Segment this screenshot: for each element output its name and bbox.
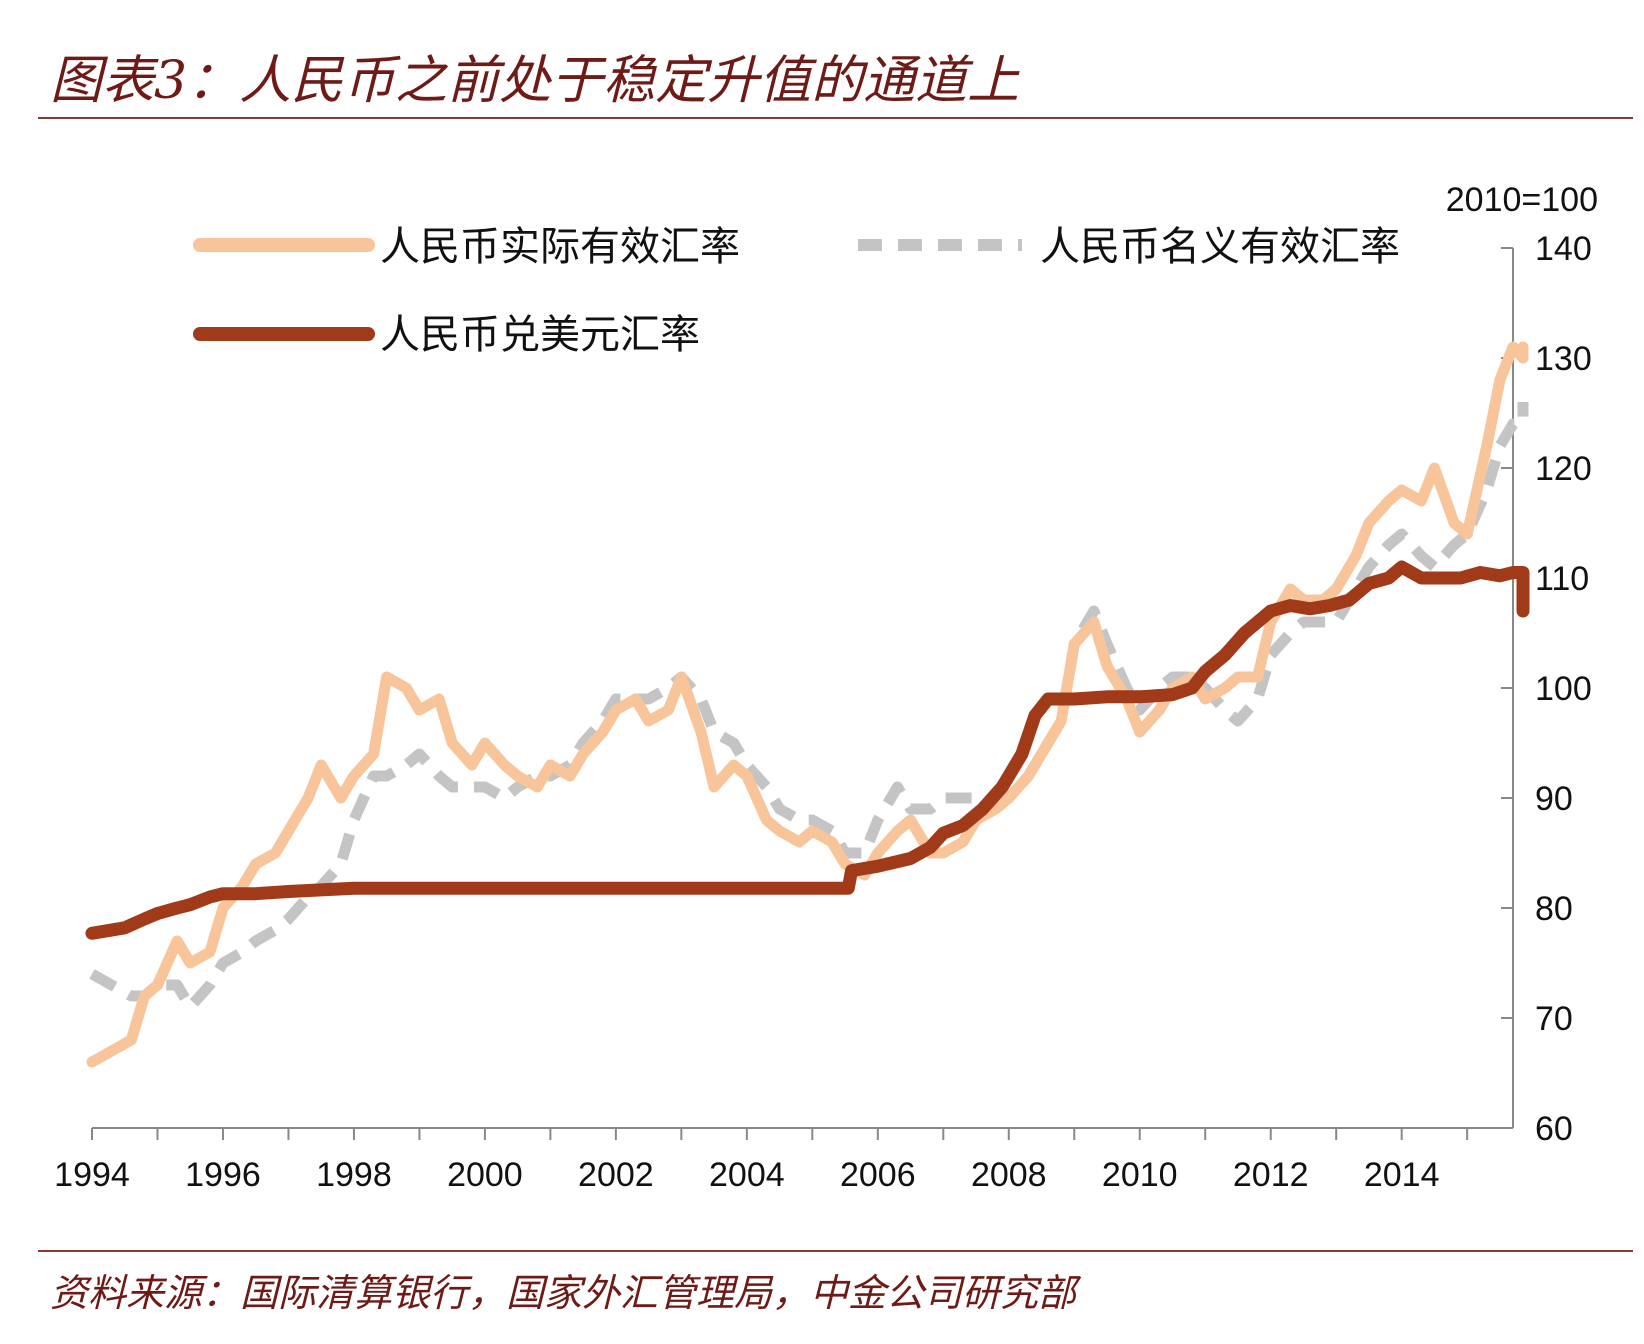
x-tick-label: 2012 — [1233, 1156, 1309, 1194]
x-tick-label: 2000 — [447, 1156, 523, 1194]
x-tick-label: 2006 — [840, 1156, 916, 1194]
page-title: 图表3：人民币之前处于稳定升值的通道上 — [50, 51, 1020, 111]
y-tick-label: 90 — [1535, 780, 1573, 818]
series-line-usd — [85, 560, 1530, 940]
legend-label-neer: 人民币名义有效汇率 — [1040, 224, 1400, 270]
legend-label-usd: 人民币兑美元汇率 — [380, 312, 700, 358]
x-tick-label: 2002 — [578, 1156, 654, 1194]
y-tick-label: 70 — [1535, 1000, 1573, 1038]
y-tick-label: 140 — [1535, 230, 1592, 268]
y-tick-label: 100 — [1535, 670, 1592, 708]
legend-label-reer: 人民币实际有效汇率 — [380, 224, 740, 270]
series-line-reer — [86, 341, 1529, 1068]
x-tick-label: 2004 — [709, 1156, 785, 1194]
axes: 1994 1996 1998 2000 2002 2004 2006 2008 2010 2012… — [54, 230, 1592, 1194]
x-tick-label: 1994 — [54, 1156, 130, 1194]
y-tick-label: 110 — [1535, 560, 1589, 598]
x-tick-label: 2008 — [971, 1156, 1047, 1194]
x-tick-label: 1996 — [185, 1156, 261, 1194]
title-divider — [38, 117, 1633, 119]
legend: 人民币实际有效汇率 人民币名义有效汇率 人民币兑美元汇率 — [193, 224, 1400, 358]
x-tick-label: 2010 — [1102, 1156, 1178, 1194]
y-tick-label: 80 — [1535, 890, 1573, 928]
unit-note: 2010=100 — [1446, 181, 1598, 219]
x-tick-label: 1998 — [316, 1156, 392, 1194]
source-note: 资料来源：国际清算银行，国家外汇管理局，中金公司研究部 — [50, 1271, 1077, 1315]
y-tick-label: 60 — [1535, 1110, 1573, 1148]
x-tick-label: 2014 — [1364, 1156, 1440, 1194]
series-line-neer — [89, 402, 1529, 1013]
y-tick-label: 130 — [1535, 340, 1592, 378]
series-layer — [85, 341, 1530, 1068]
y-tick-label: 120 — [1535, 450, 1592, 488]
footer-divider — [38, 1250, 1633, 1252]
